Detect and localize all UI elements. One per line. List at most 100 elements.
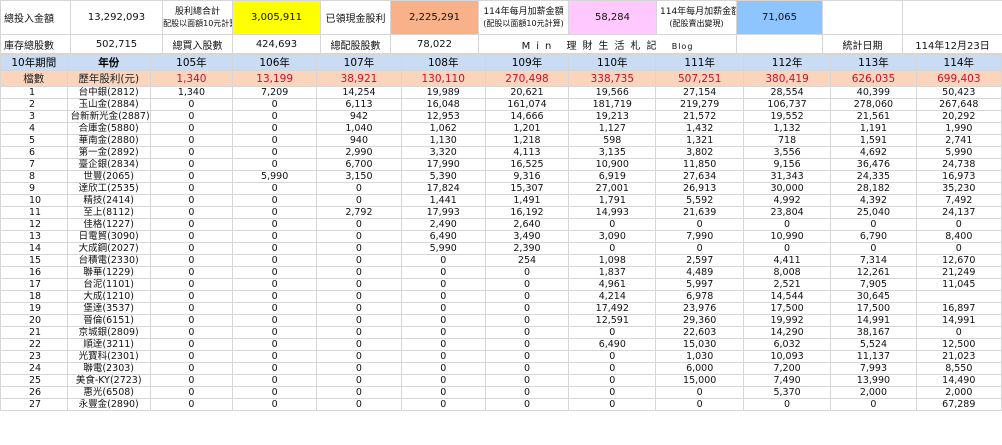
dividend-cell[interactable]: 0 (149, 122, 234, 135)
dividend-cell[interactable]: 12,953 (400, 110, 486, 123)
dividend-cell[interactable]: 0 (232, 110, 318, 123)
dividend-cell[interactable]: 254 (484, 254, 570, 267)
dividend-cell[interactable]: 0 (915, 218, 1002, 231)
monthly-raise-sell-cell[interactable]: 114年每月加薪金額 (配股賣出變現) (656, 0, 737, 35)
annual-total-cell[interactable]: 130,110 (400, 70, 486, 87)
dividend-cell[interactable]: 0 (400, 350, 486, 363)
stock-name[interactable]: 美食-KY(2723) (66, 374, 151, 387)
dividend-cell[interactable]: 0 (655, 242, 744, 255)
dividend-cell[interactable]: 0 (149, 230, 234, 243)
year-header-cell[interactable]: 110年 (568, 54, 657, 71)
dividend-cell[interactable]: 0 (232, 278, 318, 291)
dividend-cell[interactable]: 19,992 (742, 314, 832, 327)
dividend-cell[interactable]: 0 (400, 278, 486, 291)
row-index[interactable]: 8 (0, 170, 68, 183)
stock-name[interactable]: 第一金(2892) (66, 146, 151, 159)
dividend-cell[interactable]: 24,738 (915, 158, 1002, 171)
dividend-cell[interactable]: 0 (232, 182, 318, 195)
stock-name[interactable]: 玉山金(2884) (66, 98, 151, 111)
dividend-cell[interactable]: 2,597 (655, 254, 744, 267)
dividend-cell[interactable]: 0 (232, 326, 318, 339)
dividend-cell[interactable]: 0 (149, 218, 234, 231)
dividend-cell[interactable]: 4,489 (655, 266, 744, 279)
dividend-cell[interactable]: 0 (742, 242, 832, 255)
monthly-raise-value[interactable]: 58,284 (568, 0, 657, 35)
dividend-cell[interactable]: 8,550 (915, 362, 1002, 375)
stock-name[interactable]: 光寶科(2301) (66, 350, 151, 363)
dividend-cell[interactable]: 0 (484, 302, 570, 315)
dividend-cell[interactable]: 6,113 (316, 98, 402, 111)
total-invest-value[interactable]: 13,292,093 (70, 0, 163, 35)
dividend-cell[interactable]: 13,990 (830, 374, 917, 387)
stock-name[interactable]: 臺企銀(2834) (66, 158, 151, 171)
dividend-cell[interactable]: 2,990 (316, 146, 402, 159)
dividend-cell[interactable]: 0 (316, 242, 402, 255)
dividend-cell[interactable]: 5,370 (742, 386, 832, 399)
dividend-cell[interactable]: 1,990 (915, 122, 1002, 135)
year-header-cell[interactable]: 105年 (149, 54, 234, 71)
dividend-cell[interactable]: 0 (568, 242, 657, 255)
dividend-cell[interactable]: 24,335 (830, 170, 917, 183)
dividend-cell[interactable]: 28,554 (742, 86, 832, 99)
dividend-cell[interactable]: 1,040 (316, 122, 402, 135)
dividend-cell[interactable]: 0 (568, 326, 657, 339)
dividend-cell[interactable]: 4,411 (742, 254, 832, 267)
dividend-cell[interactable]: 17,993 (400, 206, 486, 219)
dividend-cell[interactable]: 3,556 (742, 146, 832, 159)
year-header-cell[interactable]: 112年 (742, 54, 832, 71)
dividend-cell[interactable]: 8,400 (915, 230, 1002, 243)
dividend-cell[interactable]: 14,254 (316, 86, 402, 99)
year-header-cell[interactable]: 107年 (316, 54, 402, 71)
row-index[interactable]: 4 (0, 122, 68, 135)
dividend-cell[interactable]: 16,897 (915, 302, 1002, 315)
dividend-cell[interactable]: 30,645 (830, 290, 917, 303)
annual-total-cell[interactable]: 338,735 (568, 70, 657, 87)
bought-shares-value[interactable]: 424,693 (232, 34, 321, 54)
dividend-cell[interactable]: 3,320 (400, 146, 486, 159)
dividend-cell[interactable]: 0 (232, 242, 318, 255)
dividend-cell[interactable]: 0 (484, 338, 570, 351)
dividend-cell[interactable]: 35,230 (915, 182, 1002, 195)
dividend-cell[interactable]: 20,621 (484, 86, 570, 99)
dividend-cell[interactable]: 0 (400, 290, 486, 303)
dividend-cell[interactable]: 1,432 (655, 122, 744, 135)
stock-name[interactable]: 台積電(2330) (66, 254, 151, 267)
dividend-cell[interactable]: 0 (149, 398, 234, 411)
dividend-cell[interactable]: 6,032 (742, 338, 832, 351)
dividend-cell[interactable]: 0 (316, 266, 402, 279)
dividend-cell[interactable]: 7,200 (742, 362, 832, 375)
dividend-cell[interactable]: 0 (232, 254, 318, 267)
row-index[interactable]: 3 (0, 110, 68, 123)
row-index[interactable]: 14 (0, 242, 68, 255)
year-header-cell[interactable]: 114年 (915, 54, 1002, 71)
stock-name[interactable]: 世豐(2065) (66, 170, 151, 183)
year-header-cell[interactable]: 113年 (830, 54, 917, 71)
cash-dividend-value[interactable]: 2,225,291 (390, 0, 479, 35)
dividend-cell[interactable]: 0 (568, 362, 657, 375)
row-index[interactable]: 24 (0, 362, 68, 375)
row-index[interactable]: 23 (0, 350, 68, 363)
row-index[interactable]: 11 (0, 206, 68, 219)
dividend-cell[interactable]: 0 (232, 146, 318, 159)
dividend-cell[interactable]: 4,992 (742, 194, 832, 207)
dividend-cell[interactable]: 14,490 (915, 374, 1002, 387)
dividend-cell[interactable]: 28,182 (830, 182, 917, 195)
dividend-cell[interactable] (915, 290, 1002, 303)
dividend-cell[interactable]: 2,390 (484, 242, 570, 255)
dividend-cell[interactable]: 5,990 (400, 242, 486, 255)
dividend-cell[interactable]: 0 (232, 230, 318, 243)
dividend-cell[interactable]: 12,591 (568, 314, 657, 327)
dividend-cell[interactable]: 0 (232, 98, 318, 111)
dividend-cell[interactable]: 5,997 (655, 278, 744, 291)
dividend-cell[interactable]: 5,390 (400, 170, 486, 183)
dividend-cell[interactable]: 0 (400, 302, 486, 315)
dividend-cell[interactable]: 10,990 (742, 230, 832, 243)
dividend-cell[interactable]: 4,961 (568, 278, 657, 291)
stock-name[interactable]: 精技(2414) (66, 194, 151, 207)
annual-total-cell[interactable]: 699,403 (915, 70, 1002, 87)
row-index[interactable]: 25 (0, 374, 68, 387)
dividend-cell[interactable]: 17,500 (742, 302, 832, 315)
dividend-cell[interactable]: 0 (149, 146, 234, 159)
dividend-cell[interactable]: 0 (316, 350, 402, 363)
dividend-cell[interactable]: 1,218 (484, 134, 570, 147)
